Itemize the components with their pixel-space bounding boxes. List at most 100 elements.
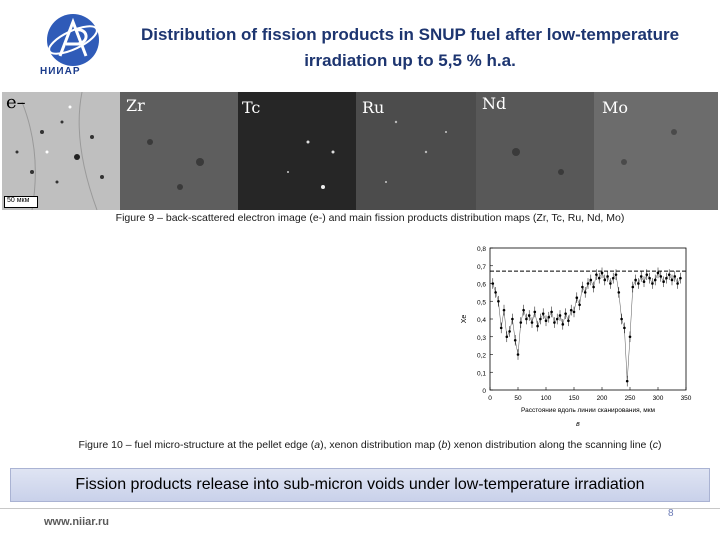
data-point (595, 273, 598, 276)
data-point (547, 315, 551, 319)
panel-zr-map: Zr (120, 92, 238, 210)
data-point (606, 275, 609, 278)
data-point (639, 275, 643, 278)
data-point (539, 317, 542, 321)
plot-frame (489, 247, 687, 391)
data-point (648, 276, 651, 280)
data-point (525, 317, 528, 321)
data-point (673, 275, 677, 278)
caption-letter-a: a (314, 439, 321, 451)
data-point (550, 310, 553, 314)
panel-nd-map: Nd (476, 92, 594, 210)
y-tick-label: 0,2 (477, 353, 486, 360)
data-point (600, 271, 604, 275)
data-point (519, 321, 523, 324)
data-point (667, 273, 671, 276)
micrograph-strip: e– 50 мкм Zr Tc Ru Nd (2, 92, 718, 210)
caption-part-2: ), xenon distribution map ( (320, 439, 442, 451)
data-point (516, 353, 520, 356)
data-point (527, 314, 531, 317)
data-point (544, 319, 548, 323)
data-point (611, 276, 615, 280)
figure-10-caption: Figure 10 – fuel micro-structure at the … (40, 438, 700, 452)
x-tick-label: 250 (625, 395, 636, 402)
data-point (645, 273, 649, 276)
x-tick-label: 150 (569, 395, 580, 402)
data-point (631, 285, 635, 289)
data-point (522, 308, 525, 312)
data-point (578, 303, 581, 307)
x-tick-label: 300 (653, 395, 664, 402)
data-point (581, 285, 584, 289)
y-tick-label: 0,3 (477, 335, 486, 342)
data-point (670, 278, 674, 282)
data-point (665, 276, 668, 280)
data-point (572, 310, 576, 314)
data-point (511, 317, 514, 321)
footer-divider (0, 508, 720, 509)
data-point (555, 317, 559, 321)
data-point (586, 282, 590, 285)
bse-texture (2, 92, 120, 210)
data-point (609, 282, 612, 285)
niiar-logo-icon (47, 14, 99, 66)
data-point (491, 282, 495, 285)
x-tick-label: 0 (488, 395, 492, 402)
panel-label-zr: Zr (126, 96, 145, 115)
data-point (592, 285, 595, 289)
data-point (623, 326, 626, 330)
mo-map-texture (594, 92, 718, 210)
panel-label-ru: Ru (362, 98, 385, 117)
data-point (583, 291, 587, 294)
panel-label-e: e– (6, 92, 26, 113)
data-point (614, 273, 618, 276)
data-point (617, 291, 621, 294)
panel-label-nd: Nd (482, 94, 507, 113)
data-point (561, 323, 565, 326)
data-point (502, 308, 506, 312)
caption-part-1: Figure 10 – fuel micro-structure at the … (78, 439, 315, 451)
data-point (536, 324, 539, 328)
xenon-scan-chart: 0 0,1 0,2 0,3 0,4 0,5 0,6 0,7 0,8 0 50 100 150 200 250… (461, 246, 692, 428)
y-tick-label: 0,1 (477, 370, 486, 377)
zr-map-texture (120, 92, 238, 210)
data-point (541, 312, 545, 315)
x-tick-label: 350 (681, 395, 692, 402)
logo-text: НИИАР (40, 66, 81, 77)
data-point (530, 321, 534, 324)
data-point (597, 276, 601, 280)
data-point (656, 271, 660, 275)
data-point (659, 275, 663, 278)
data-point (676, 282, 679, 285)
data-point (642, 280, 646, 284)
y-tick-label: 0,4 (477, 317, 486, 324)
data-point (653, 278, 657, 282)
panel-label-tc: Tc (242, 98, 261, 117)
data-point (494, 291, 497, 294)
nd-map-texture (476, 92, 594, 210)
data-point (567, 319, 570, 323)
data-point (505, 335, 509, 339)
data-point (620, 317, 623, 321)
data-point (558, 314, 562, 317)
x-tick-label: 100 (541, 395, 552, 402)
data-point (497, 299, 500, 303)
footer-site-link[interactable]: www.niiar.ru (44, 516, 109, 528)
data-point (589, 278, 593, 282)
data-point (564, 312, 567, 315)
data-point (508, 330, 511, 333)
panel-ru-map: Ru (356, 92, 476, 210)
caption-letter-c: c (652, 439, 659, 451)
tc-map-texture (238, 92, 356, 210)
data-point (637, 282, 640, 285)
panel-letter: в (576, 421, 580, 428)
y-tick-label: 0,7 (477, 264, 486, 271)
y-tick-label: 0,5 (477, 299, 486, 306)
panel-tc-map: Tc (238, 92, 356, 210)
y-axis-label: Xe (461, 315, 468, 324)
figure-9-caption: Figure 9 – back-scattered electron image… (115, 212, 625, 224)
y-tick-label: 0 (482, 388, 486, 395)
panel-label-mo: Mo (602, 98, 629, 117)
x-tick-label: 50 (514, 395, 522, 402)
y-tick-label: 0,6 (477, 282, 486, 289)
